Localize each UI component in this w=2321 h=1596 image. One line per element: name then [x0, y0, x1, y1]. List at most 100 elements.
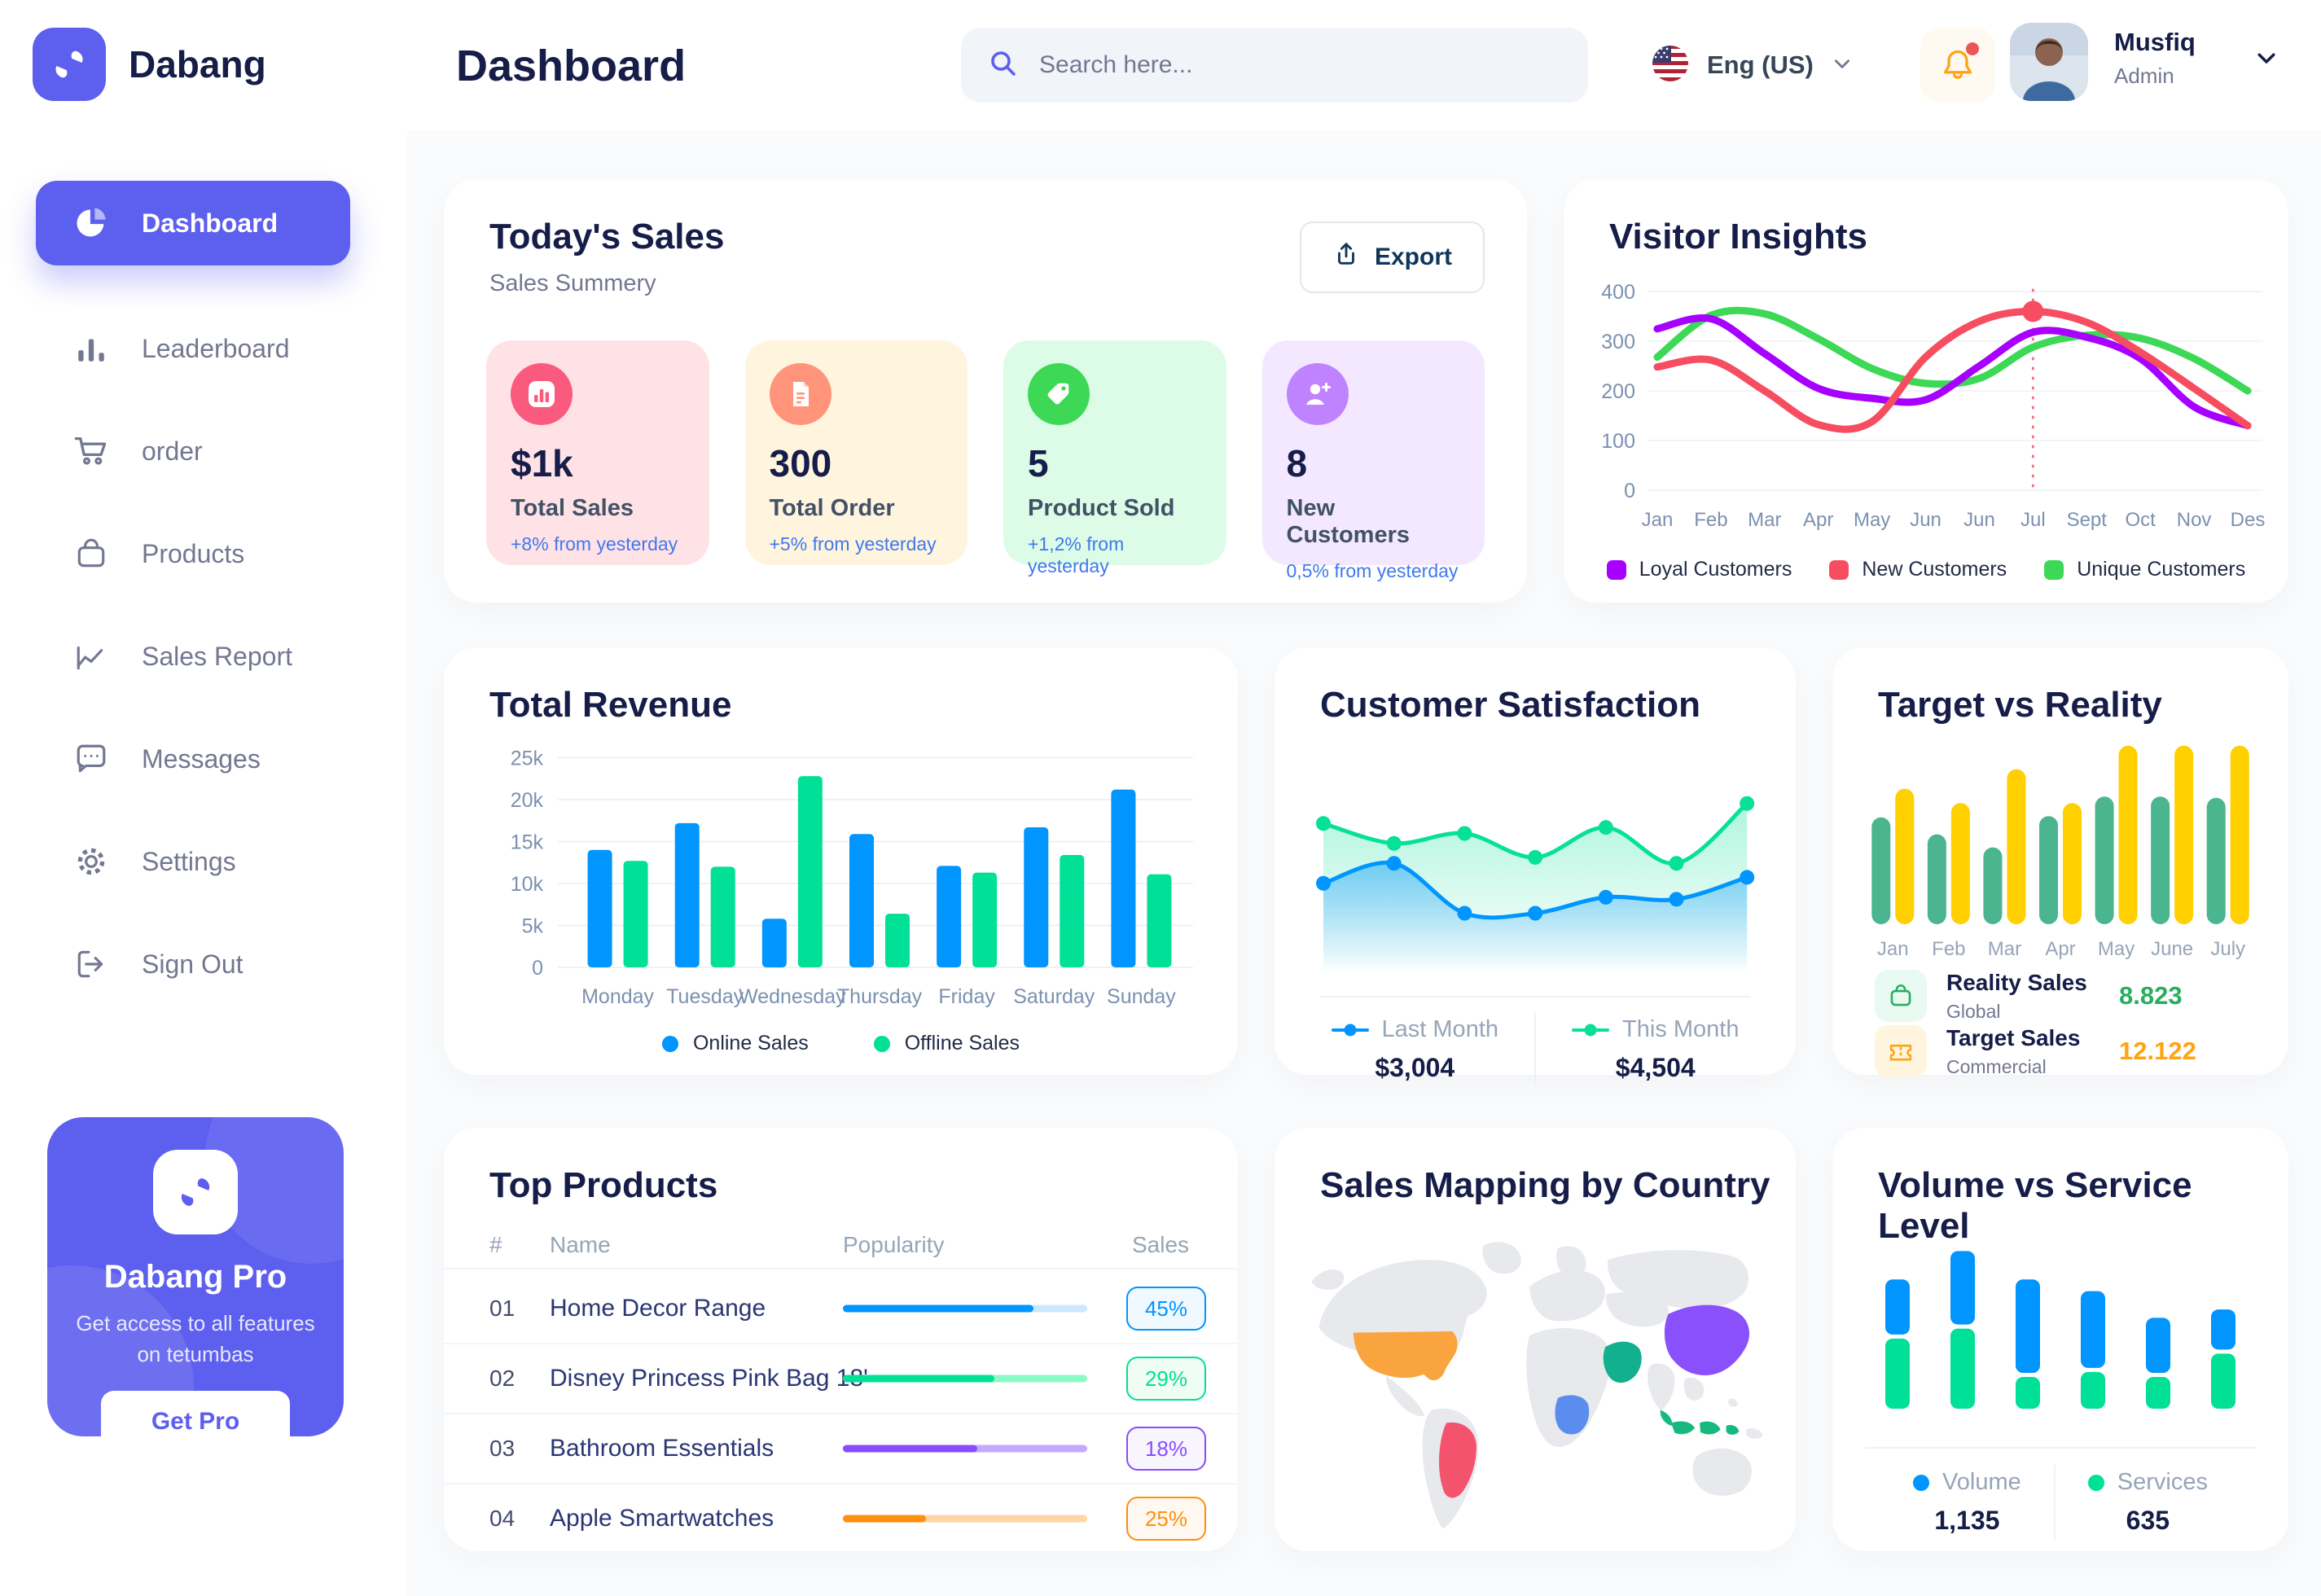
sales-badge: 18% [1126, 1427, 1206, 1471]
avatar[interactable] [2010, 23, 2088, 101]
svg-text:Jul: Jul [2020, 509, 2046, 531]
pro-upgrade-card: Dabang Pro Get access to all features on… [47, 1117, 344, 1436]
svg-text:Apr: Apr [1803, 509, 1833, 531]
table-row-bathroom-essentials[interactable]: 03 Bathroom Essentials 18% [444, 1414, 1238, 1483]
pro-logo-icon [153, 1150, 238, 1234]
svg-text:Jun: Jun [1963, 509, 1995, 531]
sidebar-item-sign-out[interactable]: Sign Out [36, 922, 350, 1006]
search-box[interactable] [961, 28, 1588, 103]
services-legend: Services 635 [2087, 1469, 2208, 1536]
export-icon [1332, 240, 1360, 274]
top-products-title: Top Products [489, 1165, 718, 1205]
target-vs-reality-title: Target vs Reality [1878, 685, 2162, 725]
sidebar-item-leaderboard[interactable]: Leaderboard [36, 306, 350, 391]
sidebar-item-label: Dashboard [142, 208, 279, 238]
stat-delta: +8% from yesterday [511, 533, 678, 555]
volume-service-chart [1885, 1251, 2235, 1409]
svg-text:300: 300 [1601, 331, 1635, 353]
svg-text:10k: 10k [511, 873, 544, 896]
svg-text:15k: 15k [511, 831, 544, 854]
user-menu-chevron-icon[interactable] [2254, 46, 2279, 74]
pie-chart-icon [73, 205, 109, 241]
sidebar-item-label: Messages [142, 743, 261, 774]
svg-text:0: 0 [1624, 480, 1635, 502]
sidebar-item-products[interactable]: Products [36, 511, 350, 596]
visitor-insights-chart: 0 100 200 300 400 Jan Feb Mar Apr May Jun Jun Jul Sep… [1601, 281, 2266, 531]
map-europe [1529, 1269, 1605, 1322]
target-vs-reality-card: Target vs Reality Jan Feb Mar Apr May June Jul… [1832, 647, 2288, 1077]
today-sales-title: Today's Sales [489, 217, 725, 256]
sidebar-item-dashboard[interactable]: Dashboard [36, 181, 350, 265]
language-selector[interactable]: Eng (US) [1652, 31, 1853, 99]
popularity-bar [843, 1515, 1087, 1523]
total-revenue-legend: Online Sales Offline Sales [444, 1032, 1238, 1055]
svg-text:Oct: Oct [2126, 509, 2156, 531]
online-sales-dot [661, 1035, 678, 1052]
gear-icon [73, 844, 109, 879]
sidebar-item-label: Settings [142, 846, 236, 876]
customer-satisfaction-title: Customer Satisfaction [1320, 685, 1700, 725]
svg-text:Sunday: Sunday [1107, 985, 1176, 1008]
svg-text:Feb: Feb [1932, 938, 1965, 960]
search-input[interactable] [1039, 51, 1544, 79]
sales-badge: 45% [1126, 1287, 1206, 1331]
svg-text:Jun: Jun [1910, 509, 1941, 531]
sidebar: Dabang Dashboard Leaderboard order Produ… [0, 0, 407, 1596]
svg-text:Saturday: Saturday [1013, 985, 1095, 1008]
volume-legend: Volume 1,135 [1913, 1469, 2021, 1536]
map-philippines [1728, 1398, 1738, 1407]
order-file-icon [769, 363, 831, 425]
stat-delta: +1,2% from yesterday [1028, 533, 1125, 577]
target-ticket-icon [1875, 1025, 1927, 1077]
svg-text:Mar: Mar [1748, 509, 1781, 531]
table-row-apple-smartwatches[interactable]: 04 Apple Smartwatches 25% [444, 1484, 1238, 1553]
topbar: Dashboard Eng (US) Musfiq Admin [407, 0, 2321, 130]
stat-product-sold: 5 Product Sold +1,2% from yesterday [1003, 340, 1226, 577]
notifications-button[interactable] [1920, 28, 1995, 103]
sidebar-item-messages[interactable]: Messages [36, 717, 350, 801]
stat-label: Total Order [769, 495, 895, 521]
stat-label: New Customers [1286, 495, 1411, 548]
get-pro-button[interactable]: Get Pro [101, 1391, 290, 1436]
divider [444, 1483, 1238, 1484]
export-button[interactable]: Export [1299, 221, 1485, 293]
sidebar-item-order[interactable]: order [36, 409, 350, 493]
stat-value: $1k [511, 442, 573, 484]
popularity-bar [843, 1445, 1087, 1453]
divider [1865, 1447, 2256, 1449]
table-row-disney-bag[interactable]: 02 Disney Princess Pink Bag 18' 29% [444, 1344, 1238, 1413]
sales-mapping-card: Sales Mapping by Country [1275, 1128, 1796, 1551]
svg-text:Apr: Apr [2045, 938, 2075, 960]
unique-customers-swatch [2044, 559, 2064, 580]
brand-name: Dabang [129, 43, 266, 86]
svg-text:25k: 25k [511, 748, 544, 770]
world-map [1311, 1242, 1763, 1529]
sidebar-item-settings[interactable]: Settings [36, 819, 350, 904]
stat-label: Total Sales [511, 495, 634, 521]
svg-text:100: 100 [1601, 430, 1635, 453]
volume-service-card: Volume vs Service Level Volume 1,135 Ser… [1832, 1128, 2288, 1551]
map-indonesia-borneo [1700, 1421, 1721, 1435]
today-sales-subtitle: Sales Summery [489, 270, 656, 296]
divider [444, 1413, 1238, 1414]
map-saudi-arabia [1603, 1341, 1642, 1383]
sidebar-item-sales-report[interactable]: Sales Report [36, 614, 350, 699]
customer-satisfaction-card: Customer Satisfaction Last Month $3,004 … [1275, 647, 1796, 1087]
map-indonesia-java [1670, 1421, 1695, 1435]
sidebar-item-label: Sales Report [142, 641, 292, 671]
table-row-home-decor[interactable]: 01 Home Decor Range 45% [444, 1274, 1238, 1343]
svg-text:200: 200 [1601, 380, 1635, 403]
svg-text:Des: Des [2231, 509, 2266, 531]
visitor-insights-card: Visitor Insights 0 100 200 300 400 Jan Feb Mar A… [1564, 179, 2288, 603]
map-usa [1353, 1331, 1458, 1381]
svg-text:Jan: Jan [1642, 509, 1674, 531]
map-central-asia [1606, 1292, 1669, 1327]
customer-satisfaction-legend: Last Month $3,004 This Month $4,504 [1275, 1012, 1796, 1087]
svg-text:Feb: Feb [1694, 509, 1727, 531]
us-flag-icon [1652, 45, 1689, 86]
services-dot [2087, 1474, 2104, 1491]
stat-total-sales: $1k Total Sales +8% from yesterday [486, 340, 709, 565]
today-sales-card: Today's Sales Sales Summery Export $1k T… [444, 179, 1527, 603]
this-month-legend: This Month $4,504 [1572, 1016, 1739, 1083]
cart-icon [73, 433, 109, 469]
